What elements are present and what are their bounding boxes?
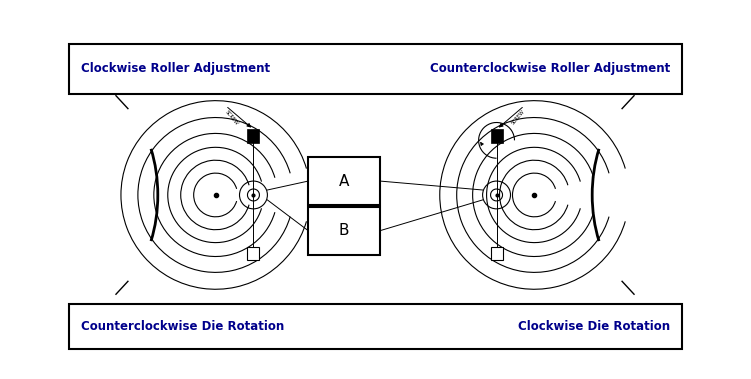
FancyBboxPatch shape: [69, 44, 682, 94]
Bar: [490, 247, 502, 260]
Text: Clockwise Die Rotation: Clockwise Die Rotation: [517, 320, 670, 333]
FancyBboxPatch shape: [69, 304, 682, 349]
Text: SCREW: SCREW: [511, 109, 526, 126]
Text: SCREW: SCREW: [224, 109, 240, 126]
Text: A: A: [339, 174, 349, 189]
Text: Counterclockwise Roller Adjustment: Counterclockwise Roller Adjustment: [430, 63, 670, 75]
Bar: [248, 130, 259, 143]
Text: Clockwise Roller Adjustment: Clockwise Roller Adjustment: [81, 63, 270, 75]
FancyBboxPatch shape: [308, 207, 380, 255]
Bar: [490, 130, 502, 143]
FancyBboxPatch shape: [308, 157, 380, 205]
Bar: [248, 247, 259, 260]
Text: Counterclockwise Die Rotation: Counterclockwise Die Rotation: [81, 320, 285, 333]
Text: B: B: [339, 223, 349, 238]
